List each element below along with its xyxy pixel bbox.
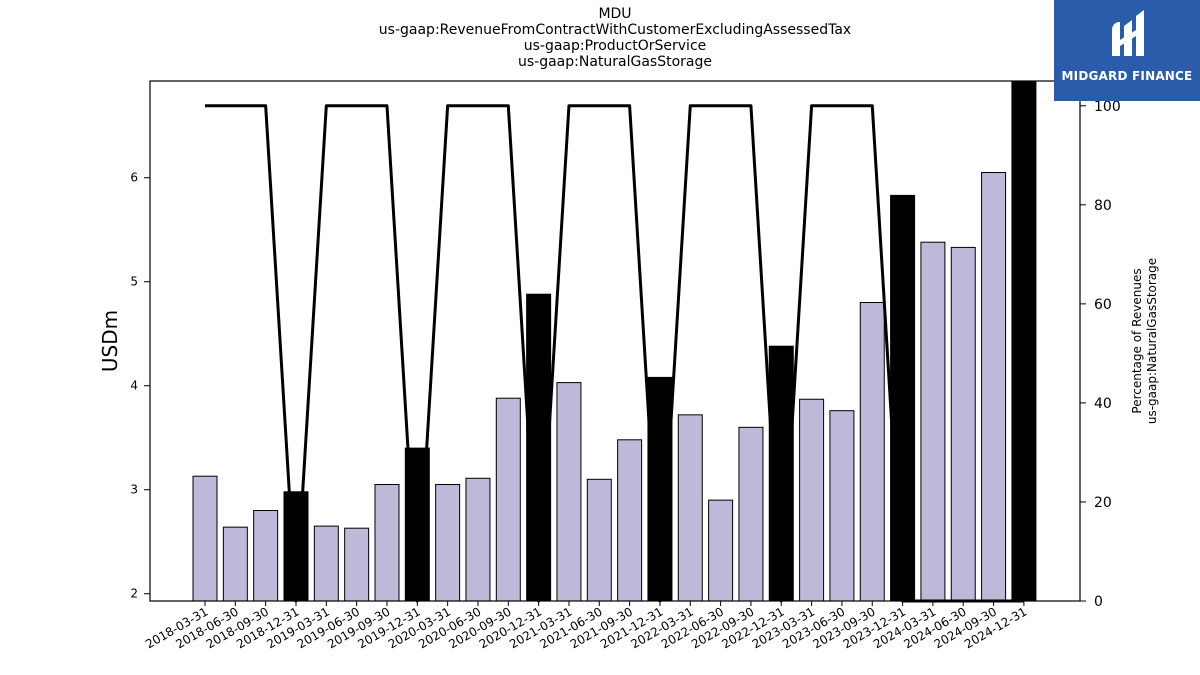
bar-2021-03-31 (556, 382, 582, 602)
bar-2023-12-31 (890, 194, 916, 602)
bar-2023-06-30 (829, 410, 855, 602)
midgard-finance-logo: MIDGARD FINANCE (1054, 0, 1200, 101)
bar-2018-06-30 (222, 526, 248, 602)
left-y-tick-label: 5 (130, 275, 138, 289)
bar-2023-03-31 (799, 398, 825, 602)
left-y-tick-label: 6 (130, 171, 138, 185)
right-y-axis: 0 20 40 60 80 100 (1080, 99, 1121, 610)
bar-2021-09-30 (617, 439, 643, 602)
secondary-y-axis-label-line-2: us-gaap:NaturalGasStorage (1145, 258, 1159, 424)
bar-2024-03-31 (920, 241, 946, 602)
bar-2021-06-30 (586, 478, 612, 602)
title-line-3: us-gaap:ProductOrService (523, 38, 707, 54)
plot-frame (149, 80, 1081, 602)
bar-2018-09-30 (253, 510, 279, 602)
bar-2019-06-30 (344, 527, 370, 602)
right-y-tick-label: 20 (1094, 495, 1112, 511)
right-y-tick-label: 80 (1094, 198, 1112, 214)
y-axis-label: USDm (98, 310, 122, 372)
bar-2022-09-30 (738, 426, 764, 602)
title-line-4: us-gaap:NaturalGasStorage (517, 54, 712, 70)
left-y-tick-label: 2 (130, 587, 138, 601)
left-y-tick-label: 3 (130, 483, 138, 497)
bar-2018-03-31 (192, 475, 218, 602)
bar-2019-03-31 (313, 525, 339, 602)
secondary-y-axis-label-line-1: Percentage of Revenues (1130, 268, 1144, 413)
bar-2022-03-31 (677, 414, 703, 602)
bar-2023-09-30 (859, 302, 885, 602)
right-y-tick-label: 0 (1094, 594, 1103, 610)
percentage-line-series (205, 104, 1024, 603)
bar-2020-09-30 (495, 397, 521, 602)
left-y-axis: 2 3 4 5 6 (130, 171, 150, 601)
title-line-1: MDU (598, 6, 632, 22)
bar-2020-06-30 (465, 477, 491, 602)
left-y-tick-label: 4 (130, 379, 138, 393)
bar-series (192, 80, 1037, 602)
logo-mark-icon (1112, 10, 1144, 56)
right-y-tick-label: 40 (1094, 396, 1112, 412)
title-line-2: us-gaap:RevenueFromContractWithCustomerE… (378, 22, 852, 38)
bar-2019-09-30 (374, 484, 400, 602)
percentage-line (205, 104, 1024, 603)
right-y-tick-label: 100 (1094, 99, 1121, 115)
bar-2024-12-31 (1011, 80, 1037, 602)
bar-2021-12-31 (647, 376, 673, 602)
bar-2024-06-30 (950, 246, 976, 602)
bar-2022-06-30 (708, 499, 734, 602)
x-axis: 2018-03-312018-06-302018-09-302018-12-31… (143, 601, 1029, 651)
chart-title: MDU us-gaap:RevenueFromContractWithCusto… (0, 6, 1200, 70)
right-y-tick-label: 60 (1094, 297, 1112, 313)
logo-text: MIDGARD FINANCE (1061, 69, 1193, 83)
bar-2024-09-30 (981, 172, 1007, 602)
bar-2020-03-31 (435, 484, 461, 602)
